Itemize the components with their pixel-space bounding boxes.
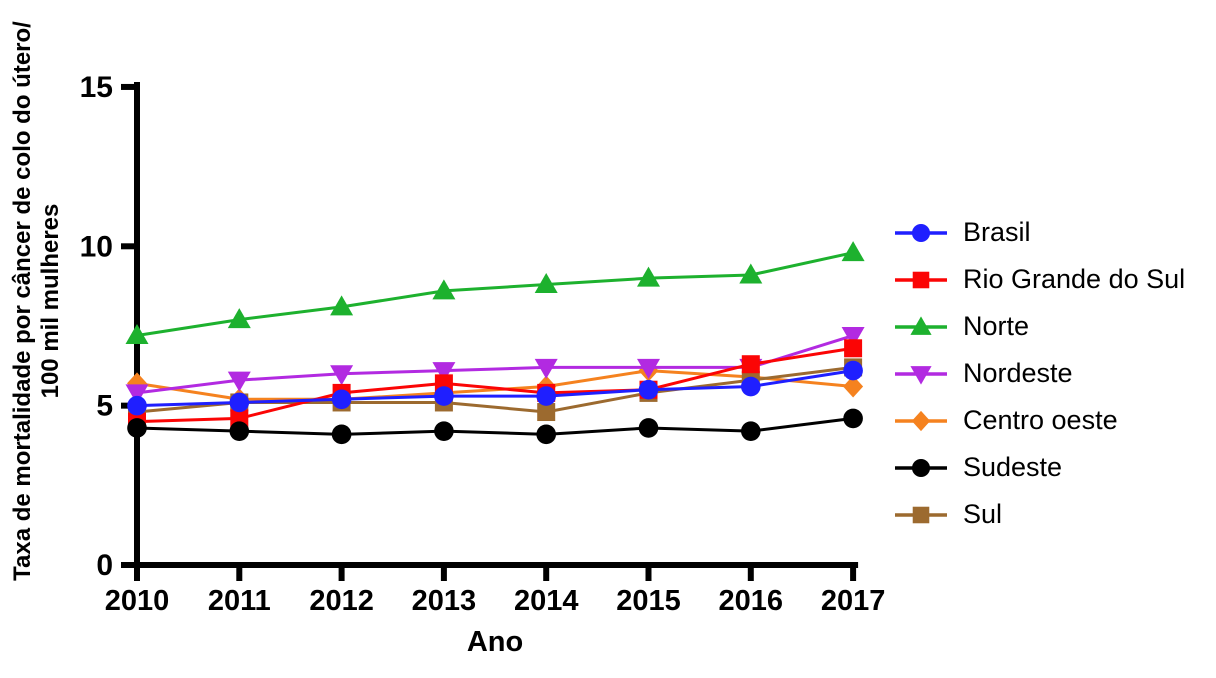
series-line — [136, 346, 854, 424]
legend-label: Rio Grande do Sul — [963, 264, 1186, 294]
legend-label: Sul — [963, 499, 1003, 529]
data-point-marker — [330, 295, 354, 316]
data-point-marker — [227, 308, 251, 329]
legend-label: Centro oeste — [963, 405, 1118, 435]
data-point-marker — [843, 360, 863, 381]
legend-item-sudeste: Sudeste — [893, 444, 1185, 491]
legend-label: Sudeste — [963, 452, 1063, 482]
data-point-marker — [841, 241, 865, 262]
data-point-marker — [741, 421, 761, 441]
series-line — [136, 369, 854, 401]
x-tick-label: 2010 — [105, 585, 170, 617]
data-point-marker — [127, 395, 147, 416]
data-point-marker — [844, 339, 863, 358]
y-tick-label: 0 — [96, 549, 113, 582]
data-point-marker — [841, 327, 865, 348]
data-point-marker — [125, 384, 149, 405]
data-point-marker — [637, 358, 660, 379]
data-point-marker — [843, 375, 864, 398]
data-point-marker — [910, 315, 932, 335]
data-point-marker — [638, 379, 659, 400]
data-point-marker — [432, 362, 456, 383]
x-tick-label: 2016 — [719, 585, 784, 617]
legend-item-sul: Sul — [893, 491, 1185, 538]
x-tick-label: 2014 — [514, 585, 579, 617]
data-point-marker — [637, 266, 660, 287]
x-tick-label: 2015 — [616, 585, 681, 617]
data-point-marker — [843, 408, 863, 429]
y-axis-title: Taxa de mortalidade por câncer de colo d… — [9, 14, 67, 588]
data-point-marker — [125, 324, 149, 345]
data-point-marker — [739, 263, 763, 284]
data-point-marker — [229, 421, 250, 441]
x-tick-label: 2017 — [821, 585, 886, 617]
data-point-marker — [331, 424, 352, 445]
data-point-marker — [912, 506, 930, 523]
data-point-marker — [536, 424, 556, 445]
legend-marker-square-icon — [895, 506, 947, 523]
data-point-marker — [537, 403, 556, 422]
legend-marker-circle-icon — [895, 223, 947, 242]
series-line — [136, 369, 854, 408]
legend-marker-diamond-icon — [895, 410, 947, 431]
legend-item-nordeste: Nordeste — [893, 350, 1185, 397]
legend-label: Nordeste — [963, 358, 1073, 388]
data-point-marker — [912, 271, 930, 288]
series-line — [136, 416, 854, 436]
x-axis-title: Ano — [466, 626, 524, 658]
data-point-marker — [229, 392, 250, 413]
x-tick-label: 2013 — [412, 585, 477, 617]
data-point-marker — [911, 223, 931, 242]
data-point-marker — [534, 273, 558, 294]
data-point-marker — [330, 365, 354, 386]
legend-item-norte: Norte — [893, 303, 1185, 350]
data-point-marker — [227, 371, 251, 392]
data-point-marker — [911, 410, 931, 431]
legend-label: Brasil — [963, 217, 1031, 247]
data-point-marker — [638, 418, 659, 438]
legend: Brasil Rio Grande do Sul Norte Nordeste … — [893, 209, 1185, 538]
series-sudeste — [127, 408, 863, 445]
series-line — [136, 251, 854, 338]
data-point-marker — [741, 355, 760, 374]
data-point-marker — [910, 365, 932, 385]
data-point-marker — [741, 376, 761, 397]
legend-label: Norte — [963, 311, 1030, 341]
legend-item-brasil: Brasil — [893, 209, 1185, 256]
data-point-marker — [434, 386, 454, 406]
y-tick-label: 15 — [80, 71, 113, 104]
x-tick-label: 2012 — [309, 585, 374, 617]
y-axis-title-line2: 100 mil mulheres — [37, 203, 64, 399]
y-tick-label: 10 — [80, 230, 113, 263]
data-point-marker — [432, 279, 456, 300]
y-axis-title-line1: Taxa de mortalidade por câncer de colo d… — [9, 21, 36, 581]
legend-marker-square-icon — [895, 271, 947, 288]
legend-marker-triangle-up-icon — [895, 315, 947, 335]
data-point-marker — [536, 386, 556, 406]
x-tick-label: 2011 — [208, 585, 271, 617]
legend-marker-circle-icon — [895, 458, 947, 477]
legend-item-rio-grande-do-sul: Rio Grande do Sul — [893, 256, 1185, 303]
data-point-marker — [331, 389, 352, 410]
y-tick-label: 5 — [96, 390, 113, 423]
data-point-marker — [127, 418, 147, 438]
legend-marker-triangle-down-icon — [895, 365, 947, 385]
data-point-marker — [534, 358, 558, 379]
series-brasil — [127, 360, 863, 416]
series-norte — [125, 241, 865, 345]
data-point-marker — [911, 458, 931, 477]
legend-item-centro-oeste: Centro oeste — [893, 397, 1185, 444]
data-point-marker — [434, 421, 454, 441]
